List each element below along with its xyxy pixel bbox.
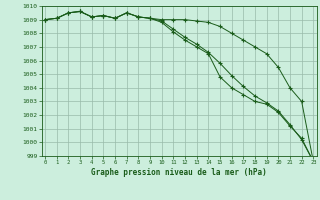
X-axis label: Graphe pression niveau de la mer (hPa): Graphe pression niveau de la mer (hPa) — [91, 168, 267, 177]
